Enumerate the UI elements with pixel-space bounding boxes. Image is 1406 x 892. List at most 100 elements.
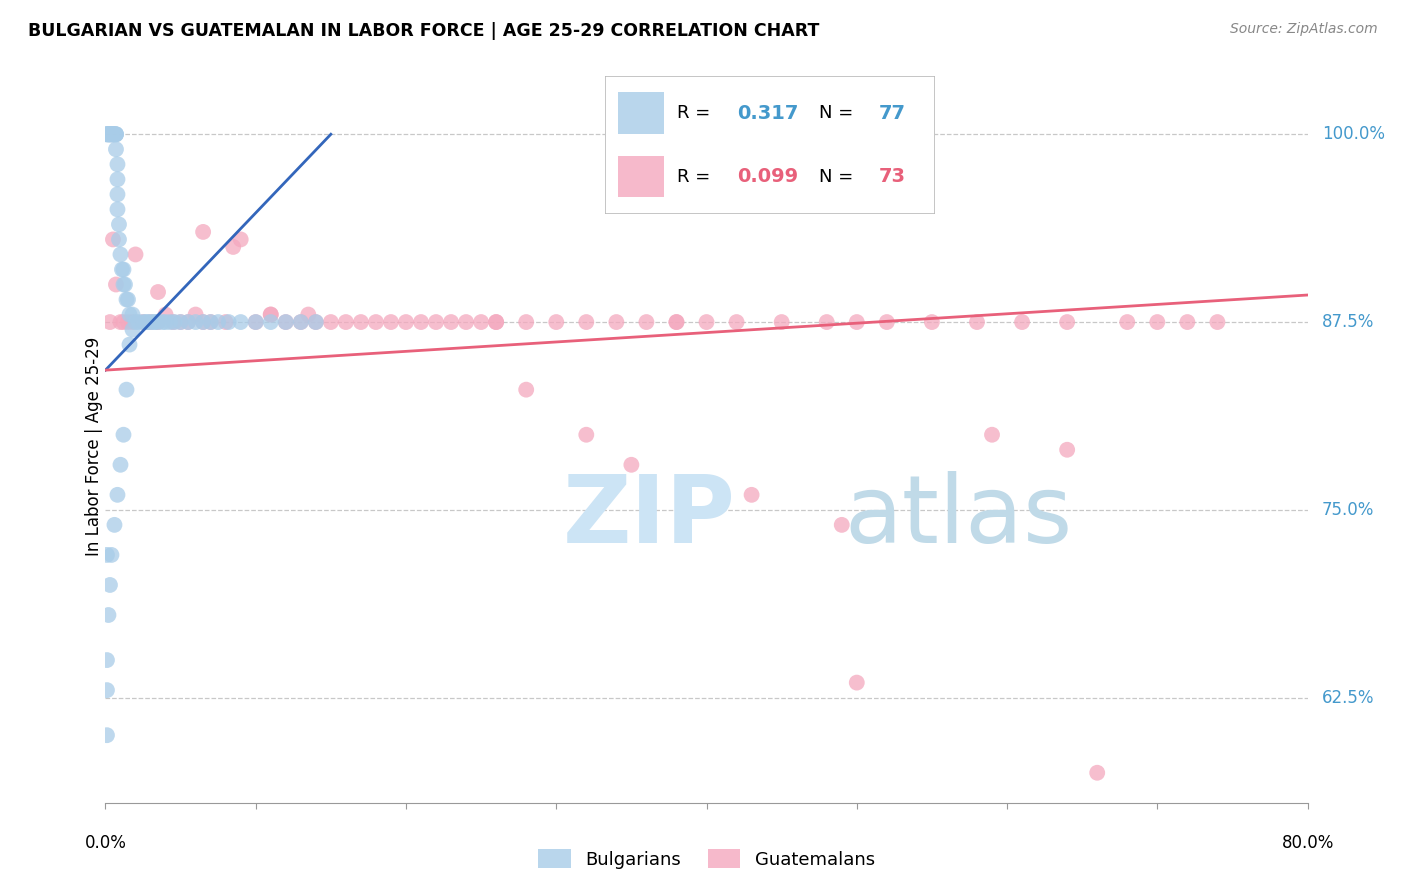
Point	[319, 315, 342, 329]
Point	[229, 315, 252, 329]
Point	[112, 427, 135, 442]
Point	[100, 548, 122, 562]
Point	[290, 315, 312, 329]
Bar	[617, 93, 664, 134]
Point	[112, 277, 135, 292]
Point	[104, 128, 127, 142]
Text: atlas: atlas	[845, 471, 1073, 564]
Point	[97, 128, 120, 142]
Point	[485, 315, 508, 329]
Point	[152, 315, 174, 329]
Point	[96, 728, 118, 742]
Point	[101, 128, 124, 142]
Point	[121, 322, 143, 336]
Point	[470, 315, 492, 329]
Point	[146, 285, 169, 299]
Point	[132, 315, 155, 329]
Point	[636, 315, 658, 329]
Legend: Bulgarians, Guatemalans: Bulgarians, Guatemalans	[531, 842, 882, 876]
Text: Source: ZipAtlas.com: Source: ZipAtlas.com	[1230, 22, 1378, 37]
Point	[620, 458, 643, 472]
Point	[696, 315, 718, 329]
Point	[177, 315, 200, 329]
Text: R =: R =	[678, 168, 710, 186]
Point	[191, 315, 214, 329]
Point	[290, 315, 312, 329]
Point	[117, 315, 139, 329]
Y-axis label: In Labor Force | Age 25-29: In Labor Force | Age 25-29	[86, 336, 103, 556]
Point	[96, 548, 118, 562]
Point	[124, 247, 146, 261]
Text: 0.317: 0.317	[737, 103, 799, 123]
Text: 77: 77	[879, 103, 905, 123]
Point	[107, 202, 129, 217]
Point	[132, 315, 155, 329]
Point	[143, 315, 166, 329]
Point	[546, 315, 568, 329]
Point	[121, 308, 143, 322]
Point	[98, 128, 121, 142]
Point	[101, 128, 124, 142]
Point	[117, 293, 139, 307]
Point	[184, 308, 207, 322]
Point	[142, 315, 165, 329]
Point	[350, 315, 373, 329]
Point	[104, 128, 127, 142]
Point	[200, 315, 222, 329]
Point	[114, 277, 136, 292]
Point	[200, 315, 222, 329]
Point	[139, 315, 162, 329]
Point	[108, 218, 131, 232]
Point	[103, 517, 125, 532]
Point	[575, 427, 598, 442]
Point	[665, 315, 688, 329]
Text: 100.0%: 100.0%	[1322, 125, 1385, 144]
Point	[169, 315, 191, 329]
Point	[921, 315, 943, 329]
Point	[98, 315, 121, 329]
Point	[115, 293, 138, 307]
Point	[98, 128, 121, 142]
Point	[110, 315, 132, 329]
Point	[966, 315, 988, 329]
Point	[425, 315, 447, 329]
Text: ZIP: ZIP	[562, 471, 735, 564]
Point	[96, 683, 118, 698]
Point	[981, 427, 1004, 442]
Point	[876, 315, 898, 329]
Point	[96, 128, 118, 142]
Point	[107, 172, 129, 186]
Point	[1056, 442, 1078, 457]
Point	[207, 315, 229, 329]
Point	[364, 315, 387, 329]
Point	[104, 128, 127, 142]
Point	[112, 315, 135, 329]
Point	[136, 315, 159, 329]
Point	[1085, 765, 1108, 780]
Point	[274, 315, 297, 329]
Point	[101, 232, 124, 246]
Text: R =: R =	[678, 104, 710, 122]
Point	[98, 128, 121, 142]
Point	[218, 315, 240, 329]
Point	[162, 315, 184, 329]
FancyBboxPatch shape	[605, 76, 935, 214]
Point	[103, 128, 125, 142]
Text: 0.0%: 0.0%	[84, 834, 127, 852]
Point	[135, 315, 157, 329]
Point	[214, 315, 236, 329]
Point	[665, 315, 688, 329]
Point	[485, 315, 508, 329]
Point	[305, 315, 328, 329]
Point	[97, 128, 120, 142]
Point	[845, 675, 868, 690]
Text: 75.0%: 75.0%	[1322, 500, 1374, 519]
Point	[831, 517, 853, 532]
Text: N =: N =	[820, 168, 853, 186]
Point	[184, 315, 207, 329]
Point	[96, 128, 118, 142]
Point	[770, 315, 793, 329]
Point	[107, 187, 129, 202]
Point	[118, 337, 141, 351]
Text: 73: 73	[879, 167, 905, 186]
